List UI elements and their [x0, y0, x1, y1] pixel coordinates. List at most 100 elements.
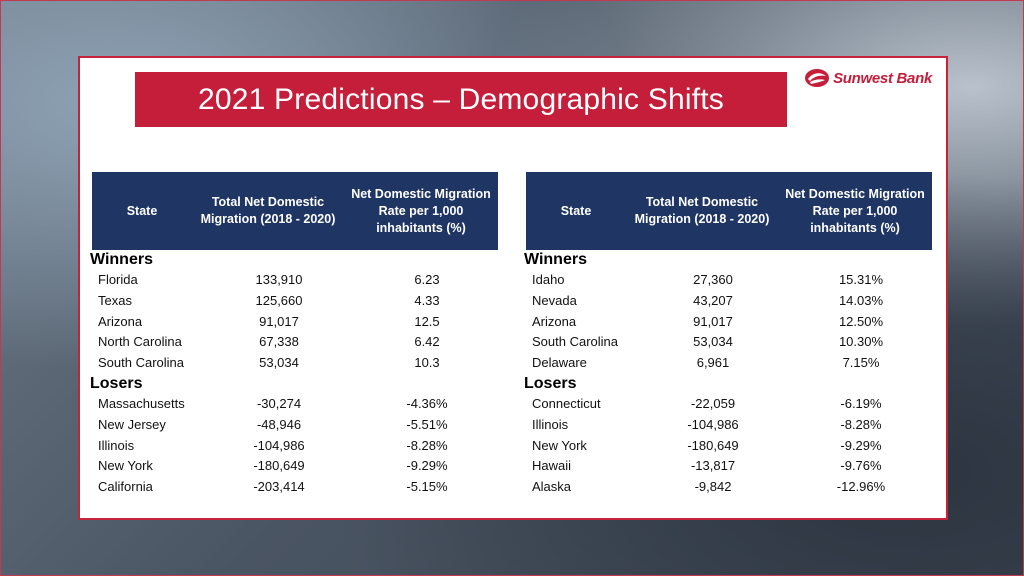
state-name-cell: Illinois	[98, 437, 135, 453]
state-name-cell: Hawaii	[532, 458, 572, 474]
left-migration-table: State Total Net Domestic Migration (2018…	[90, 172, 504, 498]
header-total-migration: Total Net Domestic Migration (2018 - 202…	[200, 195, 336, 226]
left-winners-list: Florida 133,910 6.23 Texas 125,660 4.33 Arizon…	[92, 270, 504, 374]
table-row: New Jersey -48,946 -5.51%	[92, 415, 504, 436]
table-row: New York -180,649 -9.29%	[92, 456, 504, 477]
migration-rate-cell: -5.15%	[406, 479, 448, 495]
migration-rate-cell: -5.51%	[406, 416, 448, 432]
state-name-cell: Idaho	[532, 272, 565, 287]
table-row: California -203,414 -5.15%	[92, 477, 504, 498]
table-row: Arizona 91,017 12.50%	[526, 312, 938, 333]
state-name-cell: Arizona	[98, 313, 143, 329]
migration-rate-cell: 4.33	[414, 292, 440, 308]
slide-title: 2021 Predictions – Demographic Shifts	[135, 72, 787, 127]
table-row: Hawaii -13,817 -9.76%	[526, 456, 938, 477]
state-name-cell: Nevada	[532, 292, 577, 308]
total-migration-cell: -104,986	[687, 416, 739, 432]
state-name-cell: North Carolina	[98, 334, 182, 350]
migration-rate-cell: 14.03%	[838, 292, 884, 308]
table-row: Illinois -104,986 -8.28%	[526, 415, 938, 436]
migration-rate-cell: 7.15%	[842, 355, 880, 371]
total-migration-cell: 133,910	[255, 272, 303, 287]
total-migration-cell: 43,207	[693, 292, 733, 308]
total-migration-cell: -180,649	[253, 458, 305, 474]
migration-rate-cell: -8.28%	[406, 437, 448, 453]
table-row: Florida 133,910 6.23	[92, 270, 504, 291]
migration-rate-cell: 6.42	[414, 334, 440, 350]
state-name-cell: New York	[532, 437, 587, 453]
table-row: Idaho 27,360 15.31%	[526, 270, 938, 291]
migration-rate-cell: -12.96%	[836, 479, 886, 495]
brand-name: Sunwest Bank	[833, 69, 932, 87]
state-name-cell: South Carolina	[98, 355, 184, 371]
losers-heading: Losers	[524, 374, 577, 392]
state-name-cell: Arizona	[532, 313, 577, 329]
total-migration-cell: 6,961	[696, 355, 730, 371]
migration-rate-cell: -9.76%	[840, 458, 882, 474]
migration-rate-cell: -4.36%	[406, 395, 448, 411]
total-migration-cell: 27,360	[693, 272, 733, 287]
total-migration-cell: 67,338	[259, 334, 299, 350]
table-row: South Carolina 53,034 10.30%	[526, 332, 938, 353]
right-migration-table: State Total Net Domestic Migration (2018…	[524, 172, 938, 498]
right-losers-list: Connecticut -22,059 -6.19% Illinois -104,986…	[526, 394, 938, 498]
brand-logo: Sunwest Bank	[804, 66, 932, 90]
total-migration-cell: -48,946	[256, 416, 302, 432]
sunwest-swoosh-icon	[805, 69, 830, 87]
header-migration-rate: Net Domestic Migration Rate per 1,000 in…	[351, 186, 491, 235]
left-losers-list: Massachusetts -30,274 -4.36% New Jersey -48,…	[92, 394, 504, 498]
header-migration-rate: Net Domestic Migration Rate per 1,000 in…	[785, 186, 925, 235]
migration-rate-cell: 10.3	[414, 355, 440, 371]
slide-card: 2021 Predictions – Demographic Shifts Su…	[78, 56, 948, 520]
migration-rate-cell: 12.5	[414, 313, 440, 329]
total-migration-cell: -180,649	[687, 437, 739, 453]
migration-rate-cell: -9.29%	[406, 458, 448, 474]
state-name-cell: Massachusetts	[98, 395, 185, 411]
migration-rate-cell: 6.23	[414, 272, 440, 287]
header-state: State	[126, 203, 158, 218]
total-migration-cell: -203,414	[253, 479, 305, 495]
state-name-cell: California	[98, 479, 153, 495]
total-migration-cell: -30,274	[256, 395, 302, 411]
table-row: Texas 125,660 4.33	[92, 291, 504, 312]
total-migration-cell: -104,986	[253, 437, 305, 453]
table-row: Connecticut -22,059 -6.19%	[526, 394, 938, 415]
migration-rate-cell: 15.31%	[838, 272, 884, 287]
total-migration-cell: -22,059	[690, 395, 736, 411]
table-row: Arizona 91,017 12.5	[92, 312, 504, 333]
right-winners-list: Idaho 27,360 15.31% Nevada 43,207 14.03% Arizo…	[526, 270, 938, 374]
migration-rate-cell: -8.28%	[840, 416, 882, 432]
table-row: Delaware 6,961 7.15%	[526, 353, 938, 374]
total-migration-cell: 91,017	[259, 313, 299, 329]
state-name-cell: Connecticut	[532, 395, 601, 411]
table-row: Illinois -104,986 -8.28%	[92, 436, 504, 457]
table-row: Massachusetts -30,274 -4.36%	[92, 394, 504, 415]
state-name-cell: New York	[98, 458, 153, 474]
total-migration-cell: -13,817	[690, 458, 736, 474]
header-state: State	[560, 203, 592, 218]
table-row: Nevada 43,207 14.03%	[526, 291, 938, 312]
migration-rate-cell: 12.50%	[838, 313, 884, 329]
winners-heading: Winners	[524, 251, 587, 268]
state-name-cell: Delaware	[532, 355, 587, 371]
state-name-cell: Illinois	[532, 416, 569, 432]
table-row: New York -180,649 -9.29%	[526, 436, 938, 457]
state-name-cell: Texas	[98, 292, 132, 308]
state-name-cell: South Carolina	[532, 334, 618, 350]
state-name-cell: Alaska	[532, 479, 572, 495]
state-name-cell: New Jersey	[98, 416, 166, 432]
header-total-migration: Total Net Domestic Migration (2018 - 202…	[634, 195, 770, 226]
migration-rate-cell: 10.30%	[838, 334, 884, 350]
total-migration-cell: 53,034	[259, 355, 299, 371]
migration-rate-cell: -6.19%	[840, 395, 882, 411]
table-row: South Carolina 53,034 10.3	[92, 353, 504, 374]
total-migration-cell: 53,034	[693, 334, 733, 350]
migration-rate-cell: -9.29%	[840, 437, 882, 453]
state-name-cell: Florida	[98, 272, 138, 287]
total-migration-cell: 125,660	[255, 292, 303, 308]
winners-heading: Winners	[90, 251, 153, 268]
left-table-header: State Total Net Domestic Migration (2018…	[92, 172, 498, 250]
total-migration-cell: 91,017	[693, 313, 733, 329]
table-row: Alaska -9,842 -12.96%	[526, 477, 938, 498]
losers-heading: Losers	[90, 374, 143, 392]
